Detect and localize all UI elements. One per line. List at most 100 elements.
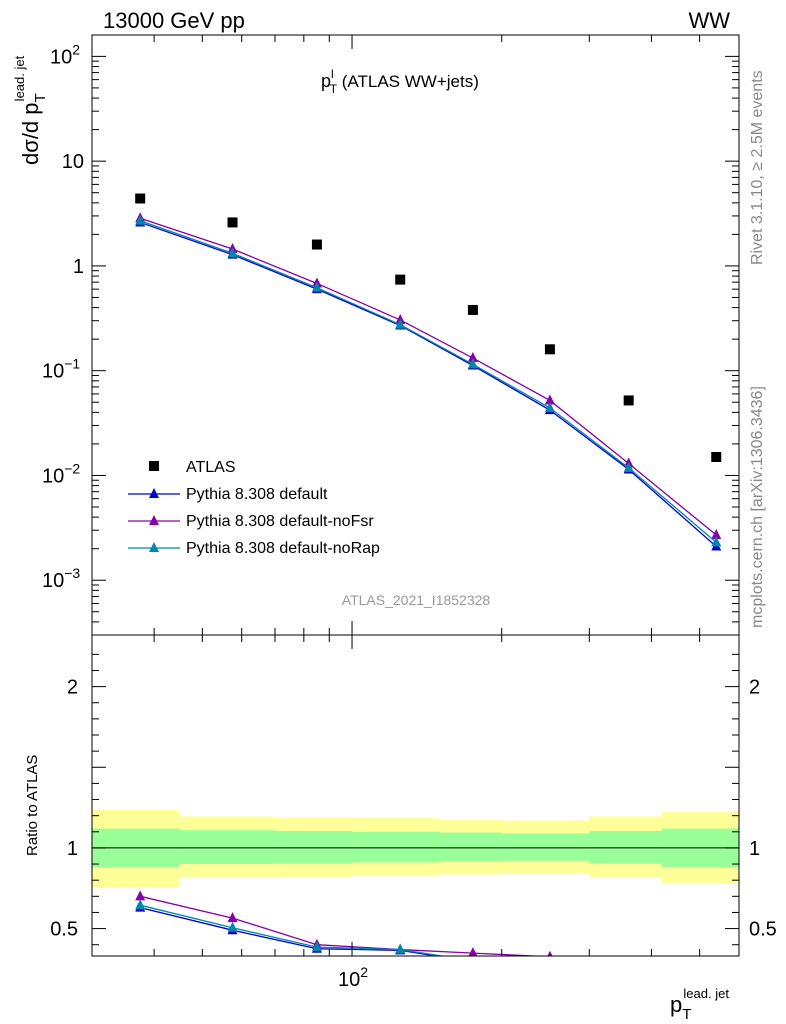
legend: ATLAS Pythia 8.308 default Pythia 8.308 … bbox=[128, 459, 380, 557]
main-y-tick-label: 10−1 bbox=[42, 356, 80, 383]
main-y-tick-label: 10−3 bbox=[42, 565, 80, 592]
main-data-point-data bbox=[467, 304, 478, 315]
ratio-band-inner bbox=[352, 831, 440, 863]
process-label: WW bbox=[688, 8, 730, 33]
ratio-y-tick-label-right: 2 bbox=[749, 677, 760, 699]
ratio-band-inner bbox=[179, 830, 275, 865]
main-marker-noRap bbox=[623, 461, 634, 472]
legend-marker-nofsr bbox=[149, 515, 159, 525]
main-marker-noRap bbox=[311, 281, 322, 292]
ratio-band-inner bbox=[439, 832, 502, 862]
plot-title-main: p bbox=[321, 71, 331, 91]
ratio-marker-default bbox=[545, 961, 555, 971]
ratio-band-inner bbox=[501, 833, 590, 861]
ratio-y-axis-label: Ratio to ATLAS bbox=[24, 755, 41, 856]
x-axis-label-sup: lead. jet bbox=[683, 986, 729, 1001]
main-data-point-data bbox=[227, 217, 238, 228]
ratio-marker-noFsr bbox=[227, 912, 238, 923]
main-y-axis-label: dσ/d pTlead. jet bbox=[12, 55, 49, 165]
main-y-tick-label-exponent: −2 bbox=[64, 460, 80, 476]
main-marker-noRap bbox=[135, 214, 146, 225]
ratio-band-inner bbox=[589, 830, 662, 864]
ratio-band-inner bbox=[274, 830, 353, 864]
main-marker-noRap bbox=[711, 536, 722, 547]
plot-title-sub: T bbox=[330, 82, 338, 96]
main-y-tick-label-base: 10 bbox=[42, 361, 64, 383]
ratio-y-tick-label-left: 0.5 bbox=[50, 919, 78, 941]
x-axis-label: pTlead. jet bbox=[670, 986, 729, 1023]
ratio-marker-noFsr bbox=[547, 950, 553, 956]
legend-label-atlas: ATLAS bbox=[186, 459, 236, 476]
main-data-point-data bbox=[623, 395, 634, 406]
energy-label: 13000 GeV pp bbox=[103, 8, 245, 33]
main-y-tick-label-exponent: 2 bbox=[72, 41, 80, 57]
ratio-marker-noRap bbox=[227, 921, 238, 932]
legend-label-norap: Pythia 8.308 default-noRap bbox=[186, 540, 380, 557]
x-axis-label-sub: T bbox=[682, 1006, 691, 1023]
analysis-id-label: ATLAS_2021_I1852328 bbox=[342, 592, 491, 608]
main-marker-noFsr bbox=[467, 352, 478, 363]
ratio-panel-frame bbox=[91, 634, 740, 957]
main-data-point-data bbox=[311, 239, 322, 250]
legend-marker-default bbox=[149, 488, 159, 498]
main-series-line-default bbox=[139, 221, 717, 547]
main-marker-noFsr bbox=[544, 394, 555, 405]
main-marker-noRap bbox=[467, 358, 478, 369]
legend-marker-atlas bbox=[149, 461, 159, 471]
plot-title-sup: l bbox=[331, 67, 334, 81]
ratio-marker-noRap bbox=[135, 899, 146, 910]
mcplots-reference-label: mcplots.cern.ch [arXiv:1306.3436] bbox=[749, 386, 766, 628]
main-data-point-data bbox=[711, 452, 722, 463]
main-series-line-noFsr bbox=[139, 217, 717, 536]
ratio-series-line-default bbox=[140, 906, 441, 956]
main-marker-noRap bbox=[544, 402, 555, 413]
ratio-series-line-noFsr bbox=[140, 895, 547, 956]
main-y-tick-label-base: 10 bbox=[42, 465, 64, 487]
ratio-marker-noRap bbox=[395, 943, 406, 954]
ratio-marker-noFsr bbox=[624, 963, 634, 973]
legend-label-default: Pythia 8.308 default bbox=[186, 486, 328, 503]
main-marker-noRap bbox=[227, 247, 238, 258]
ratio-y-tick-label-left: 1 bbox=[67, 838, 78, 860]
ratio-marker-default bbox=[472, 955, 474, 956]
main-y-tick-label: 1 bbox=[73, 256, 84, 278]
legend-marker-norap bbox=[149, 542, 159, 552]
ratio-marker-noFsr bbox=[468, 947, 478, 956]
x-tick-label-base: 10 bbox=[338, 969, 360, 991]
x-tick-label: 102 bbox=[338, 964, 368, 991]
main-y-axis-label-sup: lead. jet bbox=[12, 55, 27, 101]
ratio-marker-noRap bbox=[624, 967, 634, 977]
main-data-point-data bbox=[135, 193, 146, 204]
ratio-data-layer bbox=[92, 810, 739, 984]
main-series-line-noRap bbox=[139, 220, 717, 543]
rivet-version-label: Rivet 3.1.10, ≥ 2.5M events bbox=[749, 70, 766, 265]
ratio-y-tick-label-right: 1 bbox=[749, 838, 760, 860]
main-marker-noFsr bbox=[711, 529, 722, 540]
ratio-marker-noFsr bbox=[135, 890, 146, 901]
main-data-point-data bbox=[544, 344, 555, 355]
ratio-marker-noFsr bbox=[711, 974, 721, 984]
main-y-tick-label-base: 10 bbox=[50, 46, 72, 68]
main-y-tick-label-base: 10 bbox=[42, 570, 64, 592]
main-y-axis-label-sub: T bbox=[32, 93, 49, 102]
ratio-y-tick-label-left: 2 bbox=[67, 677, 78, 699]
x-tick-label-exponent: 2 bbox=[360, 964, 368, 980]
plot-title: pl T (ATLAS WW+jets) bbox=[321, 67, 479, 96]
ratio-series-line-noRap bbox=[140, 904, 446, 956]
ratio-y-tick-label-right: 0.5 bbox=[749, 919, 777, 941]
main-y-tick-label: 10 bbox=[62, 151, 84, 173]
ratio-marker-noRap bbox=[545, 959, 555, 969]
main-data-point-data bbox=[395, 274, 406, 285]
main-data-layer bbox=[135, 193, 722, 551]
ratio-marker-default bbox=[624, 968, 634, 978]
main-y-tick-label: 102 bbox=[50, 41, 80, 68]
x-axis-label-main: p bbox=[670, 992, 682, 1017]
plot-title-rest: (ATLAS WW+jets) bbox=[337, 72, 479, 91]
main-y-tick-label-exponent: −1 bbox=[64, 356, 80, 372]
main-y-axis-label-main: dσ/d p bbox=[18, 102, 43, 165]
